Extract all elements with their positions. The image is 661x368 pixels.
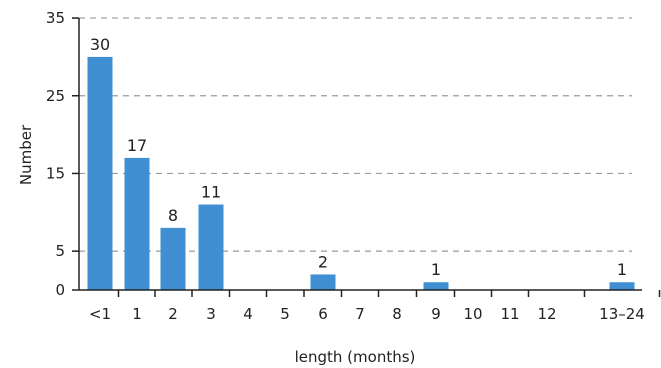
x-tick-label: 3	[206, 305, 216, 323]
axes	[72, 17, 661, 297]
y-tick-label: 25	[46, 87, 65, 105]
data-label: 1	[617, 260, 627, 279]
data-label: 1	[431, 260, 441, 279]
bars	[87, 56, 635, 291]
x-tick-label: 6	[318, 305, 328, 323]
x-tick-label: 1	[132, 305, 142, 323]
data-label: 17	[127, 136, 147, 155]
bar	[124, 157, 150, 290]
y-tick-label: 35	[46, 9, 65, 27]
x-tick-label: 10	[463, 305, 482, 323]
x-tick-label: 2	[168, 305, 178, 323]
bar	[310, 274, 336, 290]
x-tick-label: 13–24	[599, 305, 645, 323]
x-axis-title: length (months)	[295, 348, 416, 366]
x-tick-label: 7	[355, 305, 365, 323]
bar	[198, 204, 224, 290]
x-tick-label: 9	[431, 305, 441, 323]
bar	[423, 282, 449, 290]
y-tick-label: 0	[55, 281, 65, 299]
x-tick-label: 11	[500, 305, 519, 323]
data-label: 2	[318, 252, 328, 271]
x-tick-label: 12	[537, 305, 556, 323]
data-label: 11	[201, 183, 221, 202]
y-tick-label: 5	[55, 242, 65, 260]
x-tick-label: 8	[392, 305, 402, 323]
bar	[609, 282, 635, 290]
x-tick-label: 5	[280, 305, 290, 323]
gridlines	[79, 17, 632, 252]
x-tick-label: 4	[243, 305, 253, 323]
bar	[87, 56, 113, 291]
data-label: 30	[90, 35, 110, 54]
data-label: 8	[168, 206, 178, 225]
y-tick-label: 15	[46, 164, 65, 182]
bar	[160, 227, 186, 290]
x-tick-label: <1	[89, 305, 111, 323]
y-axis-title: Number	[17, 124, 35, 185]
